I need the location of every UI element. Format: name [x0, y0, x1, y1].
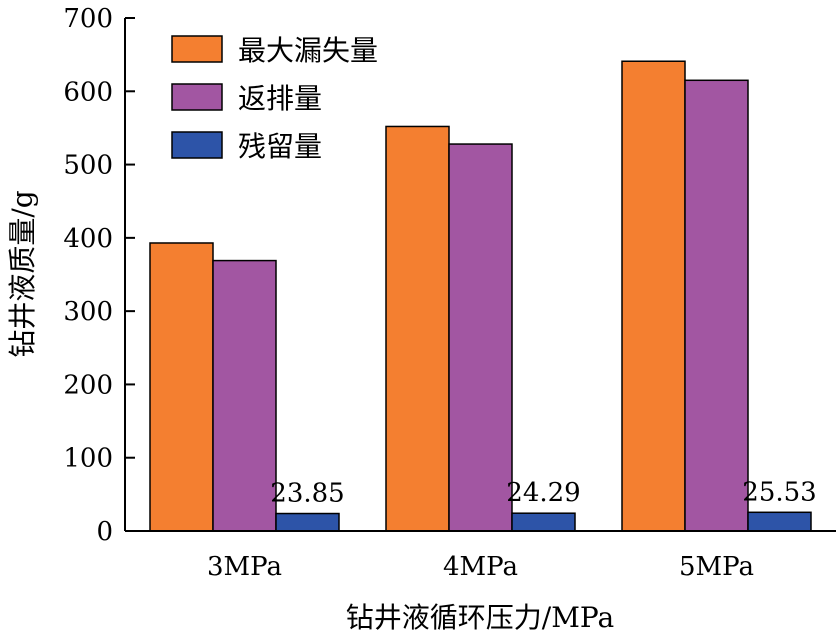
bar-3-3 — [747, 511, 812, 532]
y-tick-label: 200 — [63, 370, 113, 400]
legend-swatch — [171, 83, 223, 111]
y-axis-title: 钻井液质量/g — [6, 190, 39, 357]
bar-1-3 — [621, 60, 686, 532]
legend-label: 返排量 — [238, 82, 322, 115]
x-ticks: 3MPa 4MPa 5MPa — [207, 552, 754, 582]
x-tick-label: 5MPa — [679, 552, 754, 582]
bar-1-1 — [149, 242, 214, 532]
bars-layer — [149, 60, 812, 532]
y-tick-label: 100 — [63, 444, 113, 474]
legend-swatch — [171, 131, 223, 159]
x-tick-label: 4MPa — [443, 552, 518, 582]
y-tick-label: 0 — [96, 517, 113, 547]
x-axis-title: 钻井液循环压力/MPa — [346, 601, 614, 634]
bar-2-2 — [448, 143, 513, 532]
data-label: 24.29 — [506, 478, 580, 508]
bar-3-1 — [275, 512, 340, 532]
y-tick-label: 500 — [63, 151, 113, 181]
axes-layer — [124, 18, 836, 532]
data-label: 25.53 — [742, 477, 816, 507]
bar-2-1 — [212, 259, 277, 532]
bar-1-2 — [385, 125, 450, 532]
legend-swatch — [171, 35, 223, 63]
y-tick-label: 300 — [63, 297, 113, 327]
x-tick-label: 3MPa — [207, 552, 282, 582]
data-label: 23.85 — [270, 479, 344, 509]
y-tick-label: 700 — [63, 4, 113, 34]
bar-2-3 — [684, 79, 749, 532]
y-tick-label: 400 — [63, 224, 113, 254]
data-labels: 23.85 24.29 25.53 — [270, 477, 816, 508]
legend-label: 残留量 — [238, 130, 322, 163]
legend-label: 最大漏失量 — [238, 34, 378, 67]
y-ticks: 0 100 200 300 400 500 600 700 — [63, 4, 135, 547]
bar-3-2 — [511, 512, 576, 532]
y-tick-label: 600 — [63, 77, 113, 107]
